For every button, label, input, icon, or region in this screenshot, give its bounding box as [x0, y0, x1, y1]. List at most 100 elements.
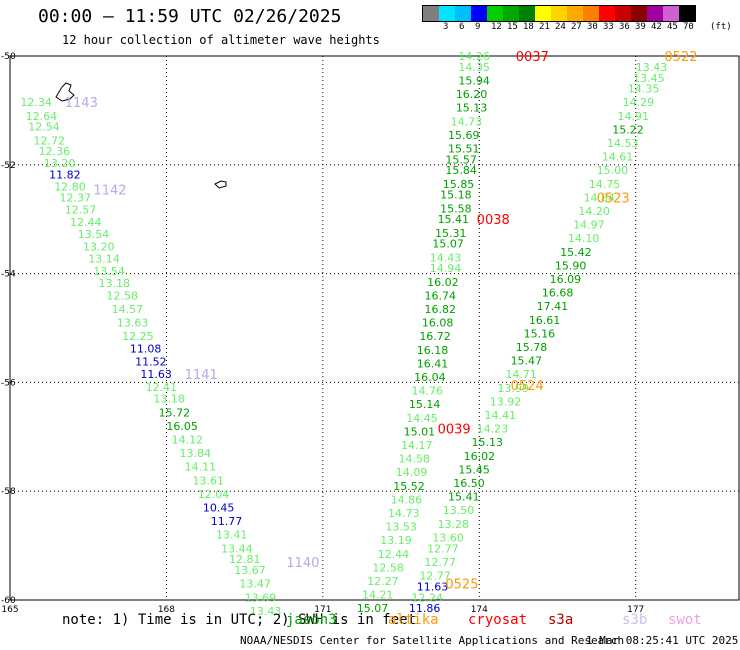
wave-height-value: 11.63 [140, 368, 172, 381]
wave-height-value: 13.14 [88, 252, 120, 265]
footer-note: note: 1) Time is in UTC; 2) SWH is in fe… [62, 612, 417, 628]
x-tick-label: 165 [1, 605, 18, 615]
wave-height-value: 16.04 [414, 371, 446, 384]
wave-height-value: 13.53 [385, 521, 417, 534]
wave-height-value: 12.77 [425, 556, 457, 569]
wave-height-value: 14.84 [584, 191, 616, 204]
legend-swatch [615, 6, 631, 21]
wave-height-value: 16.72 [419, 330, 451, 343]
legend-swatch [663, 6, 679, 21]
legend-value-label: 24 [555, 22, 566, 32]
wave-height-value: 15.22 [612, 123, 644, 136]
wave-height-value: 16.82 [425, 303, 457, 316]
wave-height-value: 14.23 [477, 423, 509, 436]
legend-value-label: 6 [459, 22, 465, 32]
legend-swatch [567, 6, 583, 21]
generated-timestamp: 1 Mar 08:25:41 UTC 2025 [586, 634, 739, 647]
wave-height-value: 14.11 [185, 461, 217, 474]
wave-height-value: 11.08 [130, 343, 162, 356]
wave-height-value: 16.05 [166, 420, 198, 433]
chart-title: 00:00 – 11:59 UTC 02/26/2025 [38, 6, 342, 27]
wave-height-value: 14.94 [430, 262, 462, 275]
wave-height-value: 13.54 [93, 265, 125, 278]
wave-height-value: 15.72 [159, 406, 191, 419]
wave-height-value: 12.77 [427, 542, 459, 555]
legend-value-label: 33 [603, 22, 614, 32]
island-outline [214, 180, 227, 189]
mission-s3b: s3b [622, 612, 648, 628]
wave-height-value: 13.43 [636, 61, 668, 74]
wave-height-value: 14.58 [398, 453, 430, 466]
wave-height-value: 15.13 [456, 102, 488, 115]
wave-height-value: 14.21 [362, 589, 394, 602]
pass-time-label: 1143 [65, 96, 98, 111]
pass-time-label: 0525 [445, 578, 478, 593]
wave-height-value: 13.18 [99, 277, 130, 290]
wave-height-value: 13.44 [221, 542, 253, 555]
wave-height-value: 14.10 [568, 232, 600, 245]
y-tick-label: -50 [1, 52, 16, 62]
y-tick-label: -60 [1, 596, 16, 606]
wave-height-value: 12.77 [419, 570, 451, 583]
wave-height-value: 16.18 [417, 344, 449, 357]
wave-height-value: 16.74 [425, 289, 457, 302]
wave-height-value: 15.90 [555, 259, 587, 272]
wave-height-value: 15.16 [524, 327, 556, 340]
wave-height-value: 11.82 [49, 169, 81, 182]
legend-swatch [423, 6, 439, 21]
wave-height-value: 12.44 [378, 548, 410, 561]
wave-height-value: 15.00 [597, 164, 629, 177]
wave-height-value: 14.41 [485, 409, 517, 422]
wave-height-value: 12.80 [54, 181, 85, 194]
legend-value-label: 15 [507, 22, 518, 32]
wave-height-value: 15.47 [511, 355, 542, 368]
wave-height-value: 13.60 [432, 531, 464, 544]
wave-height-value: 12.44 [70, 216, 102, 229]
wave-height-value: 14.53 [607, 137, 639, 150]
pass-time-label: 0524 [511, 379, 544, 394]
wave-height-value: 13.45 [633, 72, 665, 85]
x-tick-label: 168 [158, 605, 175, 615]
wave-height-value: 13.19 [380, 534, 412, 547]
pass-time-label: 0039 [438, 423, 471, 438]
wave-height-value: 13.92 [490, 395, 522, 408]
legend-value-label: 36 [619, 22, 630, 32]
legend-value-label: 42 [651, 22, 662, 32]
wave-height-value: 14.26 [458, 50, 490, 63]
wave-height-value: 13.18 [153, 393, 185, 406]
wave-height-value: 14.91 [617, 110, 649, 123]
wave-height-value: 13.20 [44, 157, 75, 170]
wave-height-value: 11.52 [135, 356, 167, 369]
wave-height-value: 14.43 [430, 251, 462, 264]
legend-swatch [455, 6, 471, 21]
wave-height-value: 12.41 [146, 381, 178, 394]
wave-height-value: 14.35 [458, 61, 490, 74]
wave-height-value: 15.57 [445, 153, 477, 166]
wave-height-value: 16.02 [464, 450, 496, 463]
wave-height-value: 15.51 [448, 142, 480, 155]
wave-height-value: 15.07 [357, 602, 389, 615]
wave-height-value: 13.50 [443, 504, 475, 517]
wave-height-value: 12.36 [39, 145, 71, 158]
wave-height-value: 13.41 [216, 529, 248, 542]
legend-swatch [439, 6, 455, 21]
wave-height-value: 13.54 [78, 228, 110, 241]
wave-height-value: 12.04 [198, 488, 230, 501]
mission-s3a: s3a [548, 612, 574, 628]
wave-height-value: 13.63 [117, 317, 148, 330]
wave-height-value: 15.13 [471, 436, 503, 449]
wave-height-value: 14.97 [573, 219, 605, 232]
chart-subtitle: 12 hour collection of altimeter wave hei… [62, 33, 380, 47]
mission-jason3: jason3 [286, 612, 337, 628]
wave-height-value: 12.34 [20, 96, 52, 109]
island-outline [55, 82, 75, 102]
wave-height-value: 14.35 [628, 83, 660, 96]
wave-height-value: 14.76 [412, 385, 444, 398]
wave-height-value: 15.84 [445, 164, 477, 177]
wave-height-value: 15.85 [443, 178, 475, 191]
wave-height-value: 15.01 [404, 425, 436, 438]
wave-height-value: 14.75 [589, 178, 621, 191]
pass-time-label: 1142 [93, 183, 126, 198]
wave-height-value: 14.61 [602, 151, 634, 164]
